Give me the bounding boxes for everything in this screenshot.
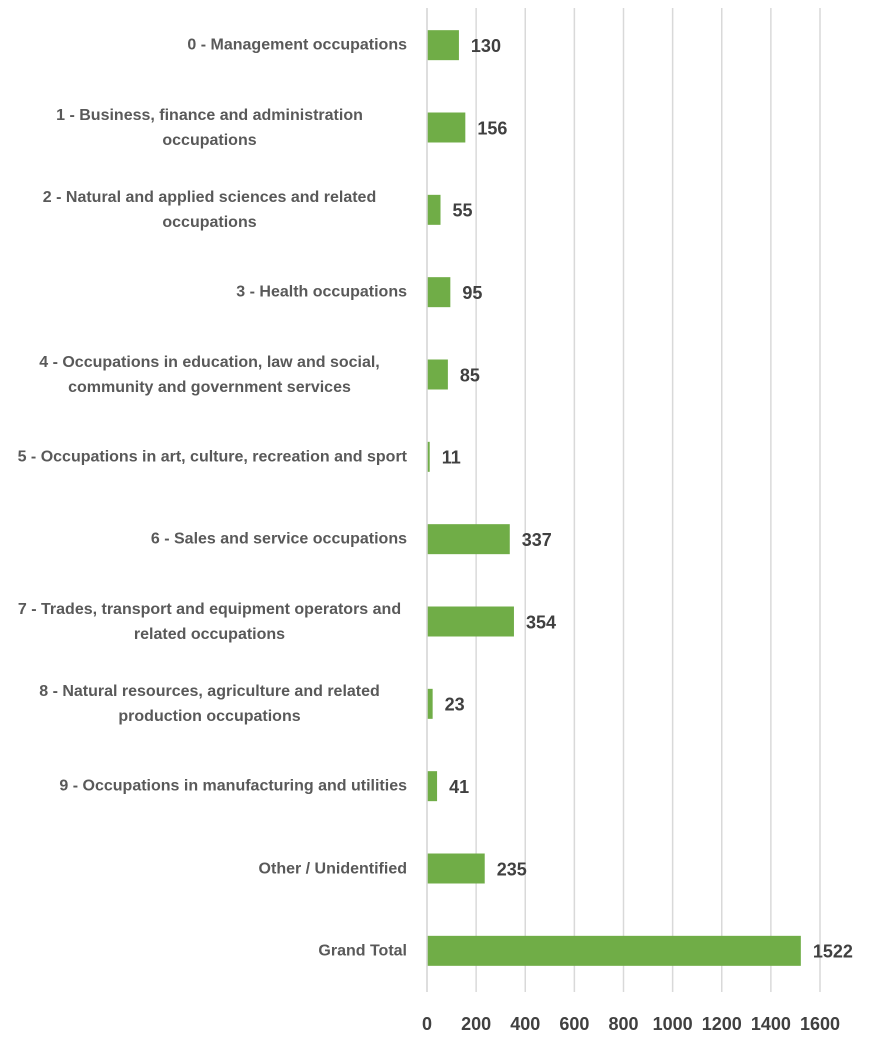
y-tick-label: Other / Unidentified bbox=[258, 860, 407, 877]
y-tick-label: 9 - Occupations in manufacturing and uti… bbox=[59, 777, 407, 795]
y-tick-label: 2 - Natural and applied sciences and rel… bbox=[42, 188, 377, 231]
value-label: 130 bbox=[471, 36, 501, 56]
value-label: 1522 bbox=[813, 942, 853, 962]
value-label: 337 bbox=[522, 530, 552, 550]
x-tick-label: 800 bbox=[608, 1014, 638, 1034]
x-tick-label: 1600 bbox=[800, 1014, 840, 1034]
x-tick-label: 1000 bbox=[653, 1014, 693, 1034]
y-tick-label: 0 - Management occupations bbox=[187, 36, 407, 54]
y-tick-label: 7 - Trades, transport and equipment oper… bbox=[17, 600, 402, 643]
bar bbox=[427, 524, 510, 555]
value-label: 95 bbox=[462, 283, 482, 303]
bar bbox=[427, 277, 451, 308]
y-tick-label: 4 - Occupations in education, law and so… bbox=[39, 353, 380, 396]
y-tick-label: 1 - Business, finance and administration… bbox=[56, 106, 363, 149]
bar bbox=[427, 441, 430, 472]
x-tick-label: 400 bbox=[510, 1014, 540, 1034]
y-tick-label: Grand Total bbox=[318, 942, 407, 960]
value-label: 11 bbox=[442, 448, 461, 468]
value-label: 55 bbox=[453, 201, 473, 221]
bar bbox=[427, 30, 459, 61]
x-tick-label: 1400 bbox=[751, 1014, 791, 1034]
bar bbox=[427, 606, 514, 637]
bar bbox=[427, 771, 438, 802]
x-tick-label: 200 bbox=[461, 1014, 491, 1034]
x-tick-label: 1200 bbox=[702, 1014, 742, 1034]
value-label: 354 bbox=[526, 612, 556, 632]
x-tick-label: 0 bbox=[422, 1014, 432, 1034]
bar bbox=[427, 853, 485, 884]
bar bbox=[427, 935, 801, 966]
y-tick-label: 6 - Sales and service occupations bbox=[150, 530, 407, 548]
bar bbox=[427, 112, 466, 143]
value-label: 41 bbox=[449, 777, 469, 797]
x-tick-label: 600 bbox=[559, 1014, 589, 1034]
value-label: 235 bbox=[497, 859, 527, 879]
bar bbox=[427, 688, 433, 719]
y-tick-label: 5 - Occupations in art, culture, recreat… bbox=[17, 448, 407, 466]
y-tick-label: 8 - Natural resources, agriculture and r… bbox=[39, 682, 380, 725]
bar bbox=[427, 194, 441, 225]
bar bbox=[427, 359, 448, 390]
y-tick-label: 3 - Health occupations bbox=[236, 283, 407, 301]
value-label: 23 bbox=[445, 695, 465, 715]
value-label: 156 bbox=[477, 118, 507, 138]
value-label: 85 bbox=[460, 365, 480, 385]
